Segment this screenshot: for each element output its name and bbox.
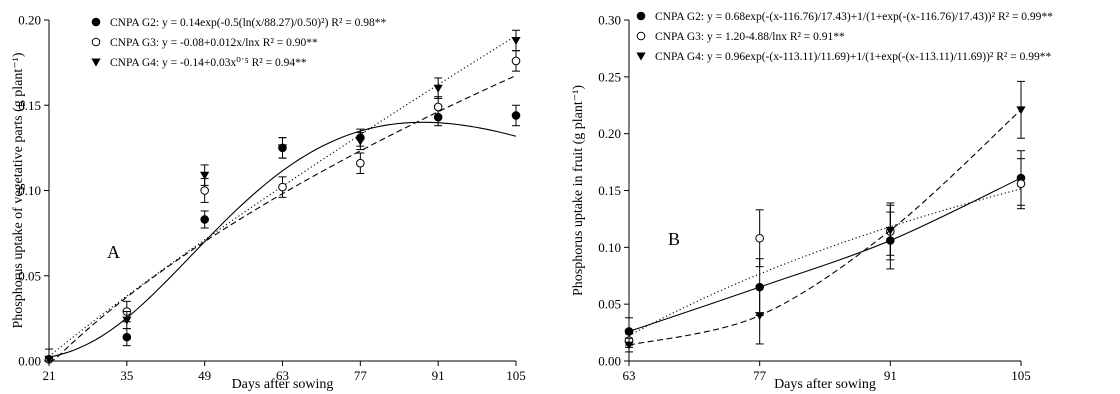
chart-panel-b: 63 77 91 105 0.00 0.05 0.10 0.15 0.20 0.25 0.30 Day… xyxy=(571,11,1053,392)
panel-label: A xyxy=(107,242,120,262)
x-tick-label: 21 xyxy=(43,368,56,383)
x-axis-label: Days after sowing xyxy=(774,377,876,392)
series-cnpa-g4: CNPA G4: y = -0.14+0.03x⁰˙⁵ R² = 0.94** xyxy=(44,29,521,364)
legend-entry: CNPA G3: y = -0.08+0.012x/lnx R² = 0.90*… xyxy=(110,37,318,49)
data-point xyxy=(356,158,365,168)
y-tick-label: 0.15 xyxy=(18,98,41,113)
legend-marker xyxy=(636,11,646,21)
y-tick-label: 0.00 xyxy=(598,354,621,369)
data-point xyxy=(44,355,54,364)
panel-label: B xyxy=(668,229,680,249)
fit-curve xyxy=(628,109,1022,346)
legend-entry: CNPA G3: y = 1.20-4.88/lnx R² = 0.91** xyxy=(655,31,845,43)
legend-marker xyxy=(91,58,101,67)
series-cnpa-g2: CNPA G2: y = 0.68exp(-(x-116.76)/17.43)+… xyxy=(624,11,1053,346)
legend-marker xyxy=(91,17,101,27)
y-tick-label: 0.10 xyxy=(18,183,41,198)
x-tick-label: 49 xyxy=(198,368,211,383)
data-point xyxy=(433,102,443,112)
y-tick-label: 0.00 xyxy=(18,354,41,369)
fit-curve xyxy=(48,75,517,362)
series-cnpa-g3: CNPA G3: y = -0.08+0.012x/lnx R² = 0.90*… xyxy=(44,35,521,364)
data-point xyxy=(511,111,521,120)
data-point xyxy=(355,137,365,146)
data-point xyxy=(1016,179,1026,188)
y-axis-label: Phosphorus uptake of vegetative parts (g… xyxy=(11,52,26,328)
data-point xyxy=(200,171,210,180)
x-tick-label: 35 xyxy=(120,368,133,383)
chart-panel-a: 21 35 49 63 77 91 105 0.00 0.05 0.10 0.15 0.20 Days … xyxy=(11,13,526,393)
series-cnpa-g4: CNPA G4: y = 0.96exp(-(x-113.11)/11.69)+… xyxy=(624,51,1051,353)
fit-curve xyxy=(628,177,1022,332)
x-tick-label: 63 xyxy=(623,368,636,383)
y-tick-label: 0.30 xyxy=(598,13,621,28)
data-point xyxy=(278,182,287,192)
x-tick-label: 105 xyxy=(1011,368,1031,383)
data-point xyxy=(511,56,521,66)
data-point xyxy=(755,312,765,321)
y-tick-label: 0.25 xyxy=(598,69,621,84)
data-point xyxy=(755,233,764,243)
data-point xyxy=(511,37,521,46)
data-point xyxy=(200,186,209,195)
x-axis-label: Days after sowing xyxy=(232,377,334,392)
data-point xyxy=(885,226,895,235)
legend-marker xyxy=(636,52,646,61)
x-tick-label: 91 xyxy=(432,368,445,383)
x-tick-label: 77 xyxy=(753,368,767,383)
data-point xyxy=(433,84,443,93)
y-axis-label: Phosphorus uptake in fruit (g plant⁻¹) xyxy=(571,85,586,296)
legend-entry: CNPA G4: y = -0.14+0.03x⁰˙⁵ R² = 0.94** xyxy=(110,57,307,69)
fit-curve xyxy=(628,188,1022,337)
legend-entry: CNPA G2: y = 0.14exp(-0.5(ln(x/88.27)/0.… xyxy=(110,17,387,29)
y-tick-label: 0.10 xyxy=(598,240,621,255)
y-tick-label: 0.15 xyxy=(598,183,621,198)
data-point xyxy=(200,215,209,224)
data-point xyxy=(1016,106,1026,115)
legend-entry: CNPA G4: y = 0.96exp(-(x-113.11)/11.69)+… xyxy=(655,51,1051,63)
x-tick-label: 63 xyxy=(276,368,289,383)
x-tick-label: 77 xyxy=(354,368,368,383)
legend-marker xyxy=(636,31,646,41)
x-tick-label: 91 xyxy=(884,368,897,383)
y-tick-label: 0.05 xyxy=(18,268,41,283)
x-tick-label: 105 xyxy=(506,368,526,383)
data-point xyxy=(624,341,634,350)
legend-marker xyxy=(91,37,101,47)
y-tick-label: 0.20 xyxy=(18,13,41,28)
legend-entry: CNPA G2: y = 0.68exp(-(x-116.76)/17.43)+… xyxy=(655,11,1053,23)
data-point xyxy=(122,332,132,342)
y-tick-label: 0.20 xyxy=(598,126,621,141)
series-cnpa-g3: CNPA G3: y = 1.20-4.88/lnx R² = 0.91** xyxy=(624,31,1026,348)
data-point xyxy=(277,144,288,153)
data-point xyxy=(122,316,132,325)
y-tick-label: 0.05 xyxy=(598,297,621,312)
